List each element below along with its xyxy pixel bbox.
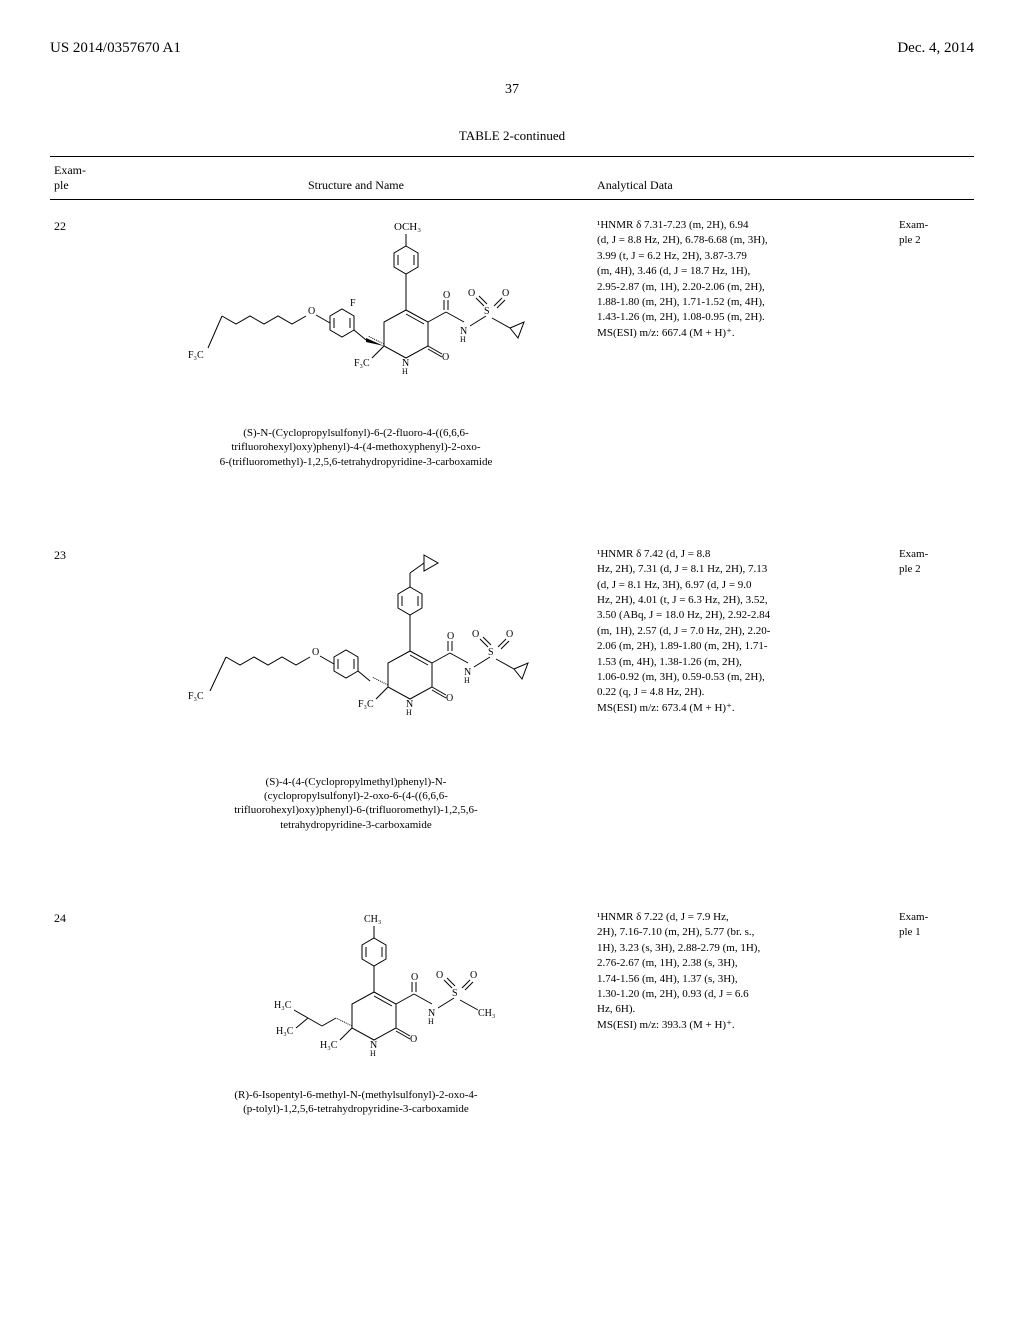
svg-text:CH₃: CH₃ xyxy=(478,1008,495,1019)
compound-name: (S)-N-(Cyclopropylsulfonyl)-6-(2-fluoro-… xyxy=(123,426,589,469)
svg-text:CH₃: CH₃ xyxy=(364,914,381,925)
example-number: 24 xyxy=(50,892,119,1177)
table-title: TABLE 2-continued xyxy=(50,128,974,144)
example-number: 23 xyxy=(50,529,119,892)
reference: Exam- ple 2 xyxy=(895,200,974,529)
svg-text:O: O xyxy=(506,629,513,640)
patent-number: US 2014/0357670 A1 xyxy=(50,40,181,57)
table-row: 23 xyxy=(50,529,974,892)
svg-text:O: O xyxy=(447,631,454,642)
svg-text:O: O xyxy=(446,693,453,704)
structure-cell: CH₃ O N xyxy=(119,892,593,1177)
svg-text:H: H xyxy=(464,676,470,685)
example-number: 22 xyxy=(50,200,119,529)
analytical-data: ¹HNMR δ 7.31-7.23 (m, 2H), 6.94 (d, J = … xyxy=(593,200,895,529)
data-table: Exam- ple Structure and Name Analytical … xyxy=(50,156,974,1177)
col-header-example: Exam- ple xyxy=(50,157,119,200)
svg-text:H: H xyxy=(402,367,408,376)
compound-name: (S)-4-(4-(Cyclopropylmethyl)phenyl)-N- (… xyxy=(123,775,589,832)
svg-text:O: O xyxy=(468,288,475,299)
svg-text:O: O xyxy=(443,290,450,301)
compound-name: (R)-6-Isopentyl-6-methyl-N-(methylsulfon… xyxy=(123,1088,589,1117)
svg-text:O: O xyxy=(442,352,449,363)
svg-text:F₃C: F₃C xyxy=(188,350,204,361)
page-header: US 2014/0357670 A1 Dec. 4, 2014 xyxy=(50,40,974,57)
svg-text:S: S xyxy=(488,647,494,658)
svg-text:O: O xyxy=(472,629,479,640)
svg-text:O: O xyxy=(502,288,509,299)
svg-text:F₃C: F₃C xyxy=(188,691,204,702)
table-row: 24 CH₃ xyxy=(50,892,974,1177)
svg-text:F₃C: F₃C xyxy=(354,358,370,369)
chemical-structure-22: OCH₃ O xyxy=(166,218,546,418)
analytical-data: ¹HNMR δ 7.22 (d, J = 7.9 Hz, 2H), 7.16-7… xyxy=(593,892,895,1177)
reference: Exam- ple 2 xyxy=(895,529,974,892)
structure-cell: OCH₃ O xyxy=(119,200,593,529)
svg-text:O: O xyxy=(411,972,418,983)
col-header-data: Analytical Data xyxy=(593,157,895,200)
analytical-data: ¹HNMR δ 7.42 (d, J = 8.8 Hz, 2H), 7.31 (… xyxy=(593,529,895,892)
svg-text:H: H xyxy=(460,335,466,344)
chemical-structure-23: O N H S O O xyxy=(166,547,546,767)
svg-text:O: O xyxy=(436,970,443,981)
svg-text:H₃C: H₃C xyxy=(276,1026,294,1037)
svg-text:O: O xyxy=(410,1034,417,1045)
svg-text:O: O xyxy=(312,647,319,658)
col-header-structure: Structure and Name xyxy=(119,157,593,200)
svg-text:H: H xyxy=(428,1017,434,1026)
svg-text:H: H xyxy=(406,708,412,717)
svg-text:OCH₃: OCH₃ xyxy=(394,221,421,233)
svg-text:H₃C: H₃C xyxy=(274,1000,292,1011)
col-header-ref xyxy=(895,157,974,200)
structure-cell: O N H S O O xyxy=(119,529,593,892)
table-row: 22 OCH₃ xyxy=(50,200,974,529)
chemical-structure-24: CH₃ O N xyxy=(196,910,516,1080)
svg-text:O: O xyxy=(470,970,477,981)
page-number: 37 xyxy=(50,82,974,98)
svg-text:H: H xyxy=(370,1049,376,1058)
svg-text:S: S xyxy=(484,306,490,317)
svg-text:S: S xyxy=(452,988,458,999)
svg-text:F: F xyxy=(350,298,356,309)
svg-text:O: O xyxy=(308,306,315,317)
patent-date: Dec. 4, 2014 xyxy=(897,40,974,57)
reference: Exam- ple 1 xyxy=(895,892,974,1177)
svg-text:H₃C: H₃C xyxy=(320,1040,338,1051)
svg-text:F₃C: F₃C xyxy=(358,699,374,710)
